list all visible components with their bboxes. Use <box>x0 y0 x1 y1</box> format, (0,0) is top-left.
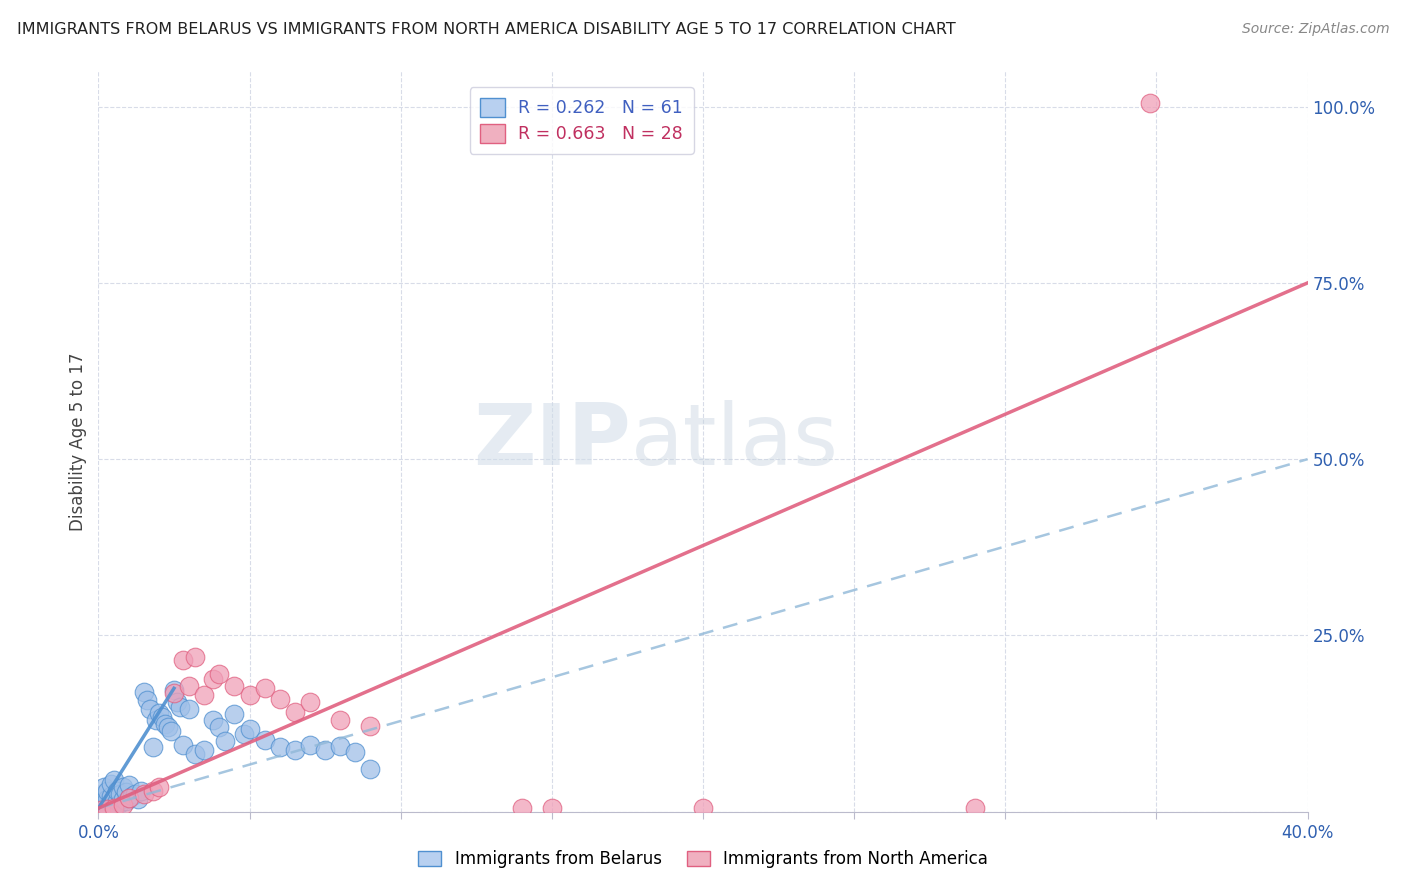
Text: Source: ZipAtlas.com: Source: ZipAtlas.com <box>1241 22 1389 37</box>
Point <box>202 713 225 727</box>
Point <box>344 745 367 759</box>
Point <box>360 763 382 777</box>
Point <box>184 747 207 761</box>
Point <box>129 783 152 797</box>
Point <box>329 739 352 753</box>
Point <box>1139 96 1161 111</box>
Point <box>965 801 987 815</box>
Point <box>163 683 186 698</box>
Point <box>193 689 215 703</box>
Y-axis label: Disability Age 5 to 17: Disability Age 5 to 17 <box>69 352 87 531</box>
Point <box>96 799 118 814</box>
Point <box>111 797 134 812</box>
Point <box>692 801 714 815</box>
Point <box>100 797 122 811</box>
Point <box>239 722 262 736</box>
Point <box>160 723 183 738</box>
Point <box>208 720 231 734</box>
Point <box>96 802 118 816</box>
Point <box>540 801 562 815</box>
Text: atlas: atlas <box>630 400 838 483</box>
Point <box>124 787 146 801</box>
Legend: Immigrants from Belarus, Immigrants from North America: Immigrants from Belarus, Immigrants from… <box>411 844 995 875</box>
Point <box>253 681 276 696</box>
Point <box>118 778 141 792</box>
Point <box>93 794 115 808</box>
Point <box>224 707 246 722</box>
Point <box>142 739 165 754</box>
Point <box>284 705 307 719</box>
Point <box>208 667 231 681</box>
Point <box>153 716 176 731</box>
Point <box>142 783 165 797</box>
Text: IMMIGRANTS FROM BELARUS VS IMMIGRANTS FROM NORTH AMERICA DISABILITY AGE 5 TO 17 : IMMIGRANTS FROM BELARUS VS IMMIGRANTS FR… <box>17 22 956 37</box>
Point <box>184 649 207 664</box>
Point <box>100 776 122 790</box>
Point <box>510 801 533 815</box>
Point <box>96 792 118 806</box>
Point <box>360 719 382 733</box>
Point <box>103 797 125 812</box>
Point <box>329 713 352 727</box>
Point <box>111 792 134 806</box>
Point <box>121 789 143 804</box>
Point <box>108 797 131 811</box>
Point <box>132 685 155 699</box>
Point <box>139 702 162 716</box>
Point <box>172 653 194 667</box>
Point <box>299 738 322 752</box>
Point <box>239 689 262 703</box>
Point <box>132 787 155 801</box>
Point <box>96 783 118 797</box>
Point <box>163 686 186 700</box>
Point <box>166 695 188 709</box>
Point <box>90 803 112 817</box>
Point <box>269 692 291 706</box>
Legend: R = 0.262   N = 61, R = 0.663   N = 28: R = 0.262 N = 61, R = 0.663 N = 28 <box>470 87 693 153</box>
Point <box>269 739 291 754</box>
Point <box>118 790 141 805</box>
Point <box>118 790 141 805</box>
Point <box>105 783 128 797</box>
Point <box>93 780 115 794</box>
Point <box>179 702 201 716</box>
Point <box>90 797 112 812</box>
Point <box>114 785 136 799</box>
Point <box>145 713 167 727</box>
Point <box>103 801 125 815</box>
Point <box>214 734 236 748</box>
Point <box>90 790 112 805</box>
Point <box>103 790 125 805</box>
Point <box>156 720 179 734</box>
Point <box>105 794 128 808</box>
Point <box>148 706 170 720</box>
Point <box>114 794 136 808</box>
Point <box>299 695 322 709</box>
Point <box>111 780 134 794</box>
Point <box>314 742 336 756</box>
Point <box>172 738 194 752</box>
Point <box>232 727 254 741</box>
Point <box>103 772 125 787</box>
Point <box>169 700 191 714</box>
Point <box>90 803 112 817</box>
Point <box>193 742 215 756</box>
Point <box>202 672 225 686</box>
Point <box>179 679 201 693</box>
Point <box>150 709 173 723</box>
Point <box>100 789 122 804</box>
Point <box>108 787 131 801</box>
Point <box>135 693 157 707</box>
Point <box>253 732 276 747</box>
Point <box>284 742 307 756</box>
Text: ZIP: ZIP <box>472 400 630 483</box>
Point <box>93 801 115 815</box>
Point <box>93 787 115 801</box>
Point <box>127 792 149 806</box>
Point <box>148 780 170 794</box>
Point <box>224 679 246 693</box>
